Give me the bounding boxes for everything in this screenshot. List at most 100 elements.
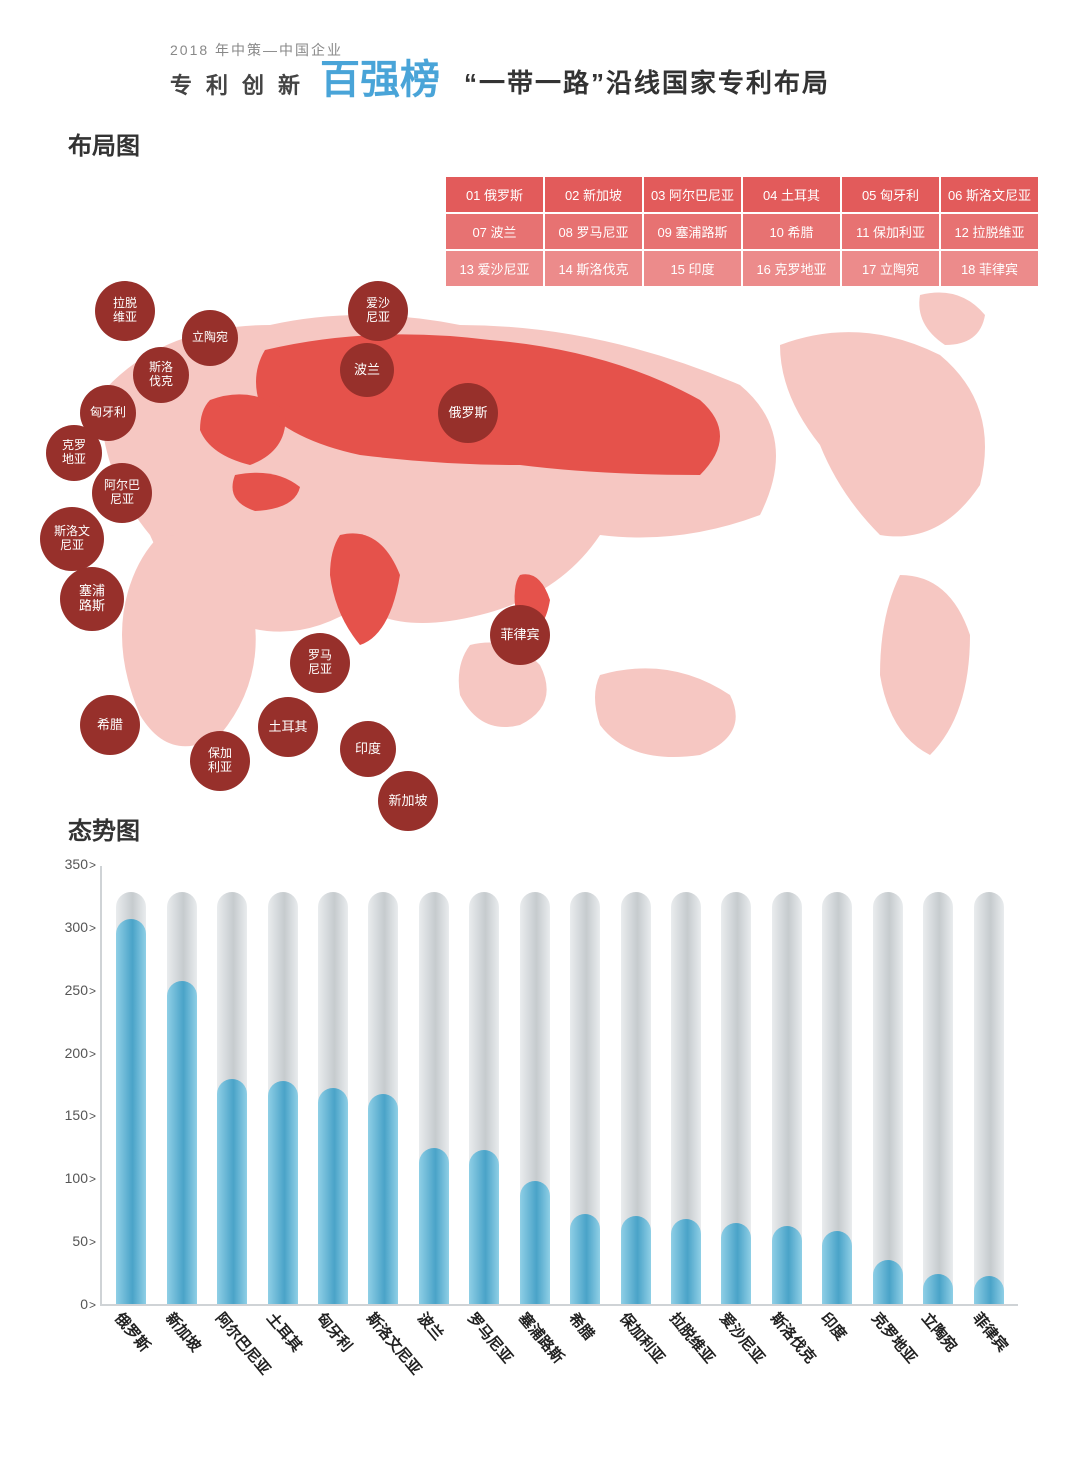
ranking-cell: 01 俄罗斯 (445, 176, 544, 213)
y-tick: 50 (58, 1233, 96, 1249)
country-tag: 斯洛伐克 (133, 347, 189, 403)
country-tag: 印度 (340, 721, 396, 777)
country-tag: 拉脱维亚 (95, 281, 155, 341)
bars-container: 俄罗斯新加坡阿尔巴尼亚土耳其匈牙利斯洛文尼亚波兰罗马尼亚塞浦路斯希腊保加利亚拉脱… (102, 866, 1018, 1304)
y-tick: 100 (58, 1170, 96, 1186)
landmass (595, 668, 736, 757)
bar-fill (772, 1226, 802, 1304)
ranking-cell: 13 爱沙尼亚 (445, 250, 544, 287)
bar-slot: 斯洛文尼亚 (361, 866, 405, 1304)
bar-fill (974, 1276, 1004, 1304)
bar-fill (469, 1150, 499, 1304)
ranking-cell: 08 罗马尼亚 (544, 213, 643, 250)
ranking-cell: 16 克罗地亚 (742, 250, 841, 287)
bar-fill (873, 1260, 903, 1304)
chart-area: 俄罗斯新加坡阿尔巴尼亚土耳其匈牙利斯洛文尼亚波兰罗马尼亚塞浦路斯希腊保加利亚拉脱… (40, 866, 1040, 1416)
bar-slot: 波兰 (412, 866, 456, 1304)
bar-fill (419, 1148, 449, 1304)
country-tag: 爱沙尼亚 (348, 281, 408, 341)
ranking-cell: 09 塞浦路斯 (643, 213, 742, 250)
bar-slot: 罗马尼亚 (462, 866, 506, 1304)
bar-slot: 新加坡 (160, 866, 204, 1304)
ranking-cell: 17 立陶宛 (841, 250, 940, 287)
bar-fill (822, 1231, 852, 1304)
bar-slot: 印度 (815, 866, 859, 1304)
header-main: 专利创新 (170, 68, 314, 100)
header-subtitle: “一带一路”沿线国家专利布局 (464, 63, 830, 100)
header-strong: 百强榜 (320, 60, 440, 100)
country-tag: 罗马尼亚 (290, 633, 350, 693)
y-tick: 250 (58, 982, 96, 998)
bar-slot: 立陶宛 (916, 866, 960, 1304)
y-tick: 300 (58, 919, 96, 935)
bar-fill (923, 1274, 953, 1304)
landmass (880, 575, 970, 755)
bar-fill (116, 919, 146, 1304)
header-left: 2018 年中策—中国企业 专利创新 百强榜 (170, 40, 440, 100)
header: 2018 年中策—中国企业 专利创新 百强榜 “一带一路”沿线国家专利布局 (170, 40, 1040, 100)
ranking-cell: 15 印度 (643, 250, 742, 287)
country-tag: 立陶宛 (182, 310, 238, 366)
bar-track (974, 892, 1004, 1304)
section-title-map: 布局图 (68, 126, 1040, 161)
bar-slot: 斯洛伐克 (765, 866, 809, 1304)
header-pretitle: 2018 年中策—中国企业 (170, 40, 440, 60)
ranking-table: 01 俄罗斯02 新加坡03 阿尔巴尼亚04 土耳其05 匈牙利06 斯洛文尼亚… (444, 175, 1040, 288)
ranking-cell: 18 菲律宾 (940, 250, 1039, 287)
bar-fill (167, 981, 197, 1304)
country-tag: 菲律宾 (490, 605, 550, 665)
country-tag: 俄罗斯 (438, 383, 498, 443)
bar-chart: 俄罗斯新加坡阿尔巴尼亚土耳其匈牙利斯洛文尼亚波兰罗马尼亚塞浦路斯希腊保加利亚拉脱… (100, 866, 1018, 1306)
bar-slot: 塞浦路斯 (513, 866, 557, 1304)
country-tag: 土耳其 (258, 697, 318, 757)
bar-slot: 土耳其 (261, 866, 305, 1304)
bar-slot: 匈牙利 (311, 866, 355, 1304)
bar-slot: 拉脱维亚 (664, 866, 708, 1304)
country-tag: 斯洛文尼亚 (40, 507, 104, 571)
bar-slot: 菲律宾 (967, 866, 1011, 1304)
y-tick: 200 (58, 1045, 96, 1061)
ranking-cell: 02 新加坡 (544, 176, 643, 213)
infographic-root: 2018 年中策—中国企业 专利创新 百强榜 “一带一路”沿线国家专利布局 布局… (0, 0, 1080, 1476)
country-tag: 希腊 (80, 695, 140, 755)
bar-fill (570, 1214, 600, 1304)
ranking-cell: 12 拉脱维亚 (940, 213, 1039, 250)
ranking-cell: 07 波兰 (445, 213, 544, 250)
y-tick: 150 (58, 1107, 96, 1123)
bar-slot: 俄罗斯 (109, 866, 153, 1304)
bar-fill (721, 1223, 751, 1304)
y-tick: 350 (58, 856, 96, 872)
bar-slot: 阿尔巴尼亚 (210, 866, 254, 1304)
bar-track (873, 892, 903, 1304)
bar-fill (671, 1219, 701, 1304)
country-tag: 波兰 (340, 343, 394, 397)
bar-fill (621, 1216, 651, 1304)
landmass (919, 293, 985, 346)
bar-slot: 希腊 (563, 866, 607, 1304)
section-title-chart: 态势图 (68, 811, 1040, 846)
ranking-cell: 14 斯洛伐克 (544, 250, 643, 287)
country-tag: 新加坡 (378, 771, 438, 831)
bar-fill (268, 1081, 298, 1304)
y-tick: 0 (58, 1296, 96, 1312)
bar-fill (217, 1079, 247, 1304)
bar-slot: 保加利亚 (614, 866, 658, 1304)
country-tag: 克罗地亚 (46, 425, 102, 481)
bar-slot: 爱沙尼亚 (714, 866, 758, 1304)
bar-slot: 克罗地亚 (866, 866, 910, 1304)
ranking-cell: 03 阿尔巴尼亚 (643, 176, 742, 213)
map-area: 01 俄罗斯02 新加坡03 阿尔巴尼亚04 土耳其05 匈牙利06 斯洛文尼亚… (40, 175, 1040, 785)
header-title-row: 专利创新 百强榜 (170, 60, 440, 100)
country-tag: 阿尔巴尼亚 (92, 463, 152, 523)
bar-fill (520, 1181, 550, 1304)
ranking-cell: 05 匈牙利 (841, 176, 940, 213)
bar-fill (368, 1094, 398, 1304)
country-tag: 塞浦路斯 (60, 567, 124, 631)
landmass (780, 332, 985, 536)
bar-track (923, 892, 953, 1304)
ranking-cell: 06 斯洛文尼亚 (940, 176, 1039, 213)
ranking-cell: 10 希腊 (742, 213, 841, 250)
bar-fill (318, 1088, 348, 1304)
ranking-cell: 11 保加利亚 (841, 213, 940, 250)
country-tag: 保加利亚 (190, 731, 250, 791)
